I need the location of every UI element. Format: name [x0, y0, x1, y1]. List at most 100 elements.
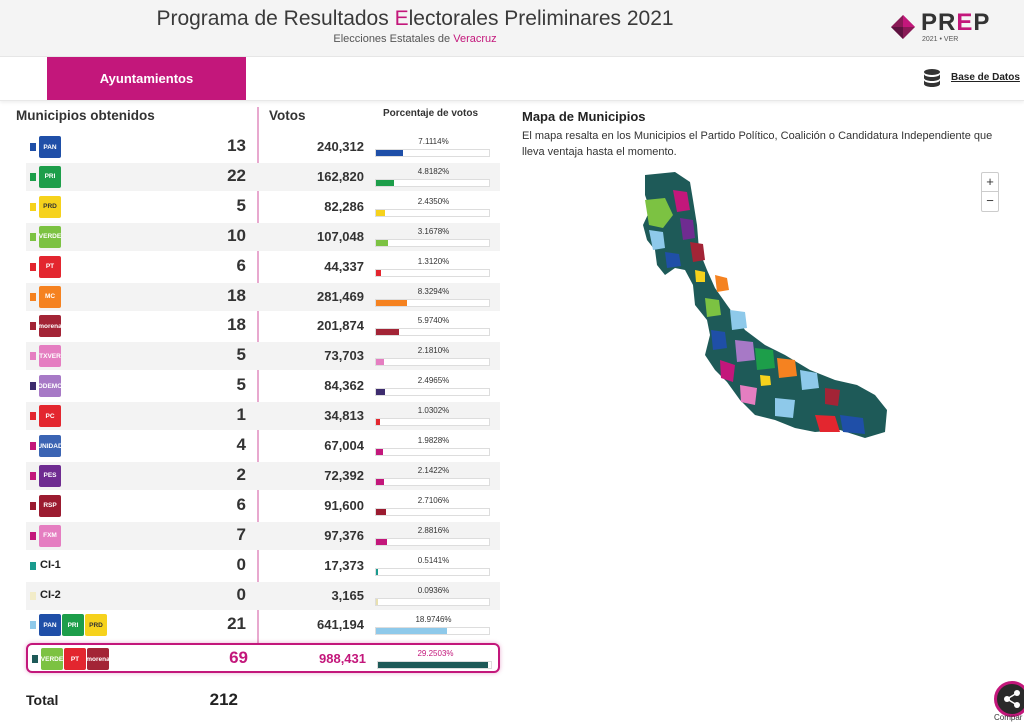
map-region [673, 190, 690, 212]
votes-value: 281,469 [317, 288, 364, 304]
percentage-text: 2.4965% [417, 376, 450, 386]
zoom-out-button[interactable]: − [986, 193, 994, 208]
percentage-bar-fill [376, 179, 395, 186]
party-logos: morena [39, 315, 62, 338]
party-logo: PT [64, 648, 86, 671]
party-logos: VERDE PT morena [41, 648, 110, 671]
percentage-bar [375, 537, 490, 546]
percentage-bar [375, 507, 490, 516]
municipios-count: 18 [227, 285, 246, 305]
table-row: TXVER 5 73,703 2.1810% [26, 342, 500, 371]
prep-logo: PREP 2021 • VER [889, 9, 999, 47]
percentage-bar [375, 388, 490, 397]
percentage-text: 1.9828% [417, 436, 450, 445]
party-logo: PRI [39, 165, 61, 188]
municipios-count: 2 [236, 464, 246, 484]
column-divider [257, 107, 259, 669]
votes-value: 240,312 [317, 139, 364, 154]
map-region-base [643, 172, 887, 438]
table-row-leading: VERDE PT morena 69 988,431 29.2503% [26, 643, 500, 674]
veracruz-map[interactable] [635, 170, 895, 440]
party-logos: TXVER [39, 345, 62, 368]
map-region [690, 242, 705, 262]
color-marker [30, 621, 36, 630]
color-marker [30, 232, 36, 241]
prep-logo-icon [891, 15, 915, 39]
party-logos: MC [39, 285, 62, 308]
party-logo: PRD [39, 195, 61, 218]
share-icon[interactable] [994, 681, 1024, 717]
percentage-text: 0.0936% [417, 585, 450, 595]
map-region [649, 230, 665, 250]
percentage-text: 29.2503% [417, 649, 454, 659]
tab-ayuntamientos[interactable]: Ayuntamientos [47, 57, 246, 100]
map-region [645, 198, 673, 228]
base-de-datos-link[interactable]: Base de Datos [951, 72, 1020, 83]
color-marker [30, 561, 36, 570]
subtitle-text: Elecciones Estatales de [333, 33, 454, 45]
map-description: El mapa resalta en los Municipios el Par… [522, 130, 993, 158]
votes-value: 17,373 [324, 557, 364, 573]
municipios-count: 0 [236, 554, 246, 574]
votes-value: 72,392 [324, 467, 364, 483]
percentage-text: 18.9746% [415, 615, 452, 625]
party-logo: UNIDAD [39, 435, 61, 457]
party-logos: UNIDAD [39, 435, 62, 457]
color-marker [30, 382, 36, 391]
party-logo: PRD [85, 614, 107, 637]
color-marker [30, 143, 36, 151]
votes-value: 97,376 [324, 527, 364, 543]
map-region [705, 298, 721, 317]
table-row: PC 1 34,813 1.0302% [26, 402, 500, 431]
percentage-bar [375, 149, 490, 157]
percentage-bar-fill [376, 209, 386, 216]
percentage-bar-fill [376, 359, 385, 366]
color-marker [30, 531, 36, 540]
porcentaje-header: Porcentaje de votos [383, 108, 479, 119]
percentage-bar [375, 627, 490, 636]
votes-value: 73,703 [324, 348, 364, 364]
color-marker [30, 172, 36, 181]
subtitle-state: Veracruz [453, 33, 497, 45]
percentage-bar [375, 418, 490, 427]
percentage-text: 7.1114% [418, 137, 449, 146]
percentage-bar [375, 328, 490, 337]
percentage-bar-fill [376, 478, 385, 485]
percentage-text: 2.7106% [417, 495, 450, 505]
party-logos: PODEMOS [39, 375, 62, 398]
map-region [800, 370, 819, 390]
total-label: Total [26, 692, 59, 708]
database-icon[interactable] [922, 68, 942, 90]
party-logo: VERDE [39, 225, 61, 248]
party-logo: morena [87, 648, 109, 671]
municipios-count: 5 [236, 345, 246, 365]
party-logo: PRI [62, 614, 84, 637]
percentage-bar [375, 448, 490, 456]
party-logos: PT [39, 255, 62, 278]
table-row: MC 18 281,469 8.3294% [26, 282, 500, 311]
table-row: PT 6 44,337 1.3120% [26, 253, 500, 281]
party-logos: RSP [39, 494, 62, 517]
percentage-bar-fill [376, 598, 378, 605]
color-marker [30, 442, 36, 450]
municipios-count: 6 [236, 494, 246, 514]
votes-value: 82,286 [324, 198, 364, 214]
title-highlight: E [394, 7, 409, 30]
party-logo: PES [39, 464, 61, 487]
table-row: PRD 5 82,286 2.4350% [26, 193, 500, 221]
percentage-bar-fill [376, 269, 381, 276]
percentage-bar-fill [376, 419, 380, 426]
color-marker [30, 352, 36, 361]
percentage-bar [377, 661, 492, 670]
municipios-count: 18 [227, 315, 246, 335]
party-logo: PAN [39, 136, 61, 158]
party-logo: PT [39, 255, 61, 278]
votes-value: 44,337 [324, 258, 364, 274]
party-logo: VERDE [41, 648, 63, 671]
map-region [711, 330, 727, 350]
color-marker [30, 591, 36, 600]
zoom-in-button[interactable]: + [982, 173, 998, 192]
color-marker [32, 655, 38, 664]
percentage-bar [375, 208, 490, 217]
municipios-count: 1 [236, 405, 246, 425]
